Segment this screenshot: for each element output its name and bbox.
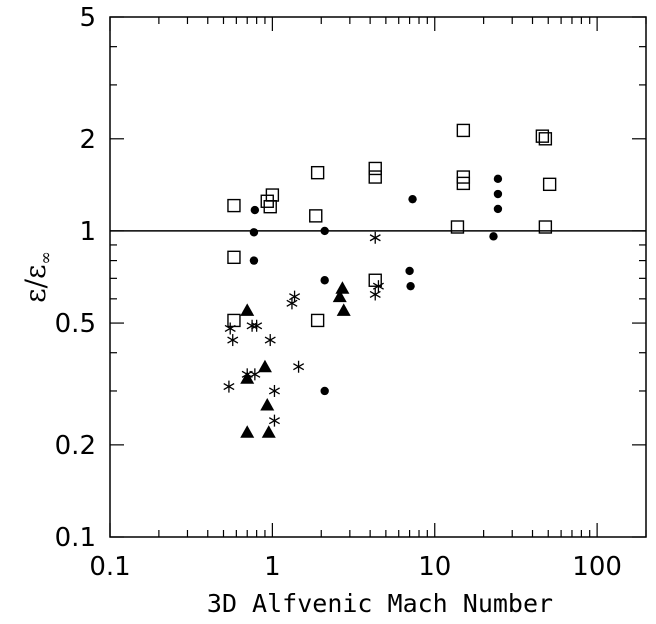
circle-point — [320, 386, 329, 396]
square-point — [368, 170, 382, 184]
asterisk-point — [369, 288, 381, 301]
square-point — [538, 132, 553, 146]
x-tick-label: 0.1 — [89, 552, 130, 582]
asterisk-stroke — [249, 370, 261, 378]
triangle-point — [240, 303, 255, 316]
square-point — [535, 129, 550, 143]
circle-point — [406, 281, 415, 291]
square-point — [456, 123, 471, 138]
asterisk-stroke — [224, 324, 236, 333]
x-tick-labels: 0.1 1 10 100 — [89, 552, 622, 582]
asterisk-stroke — [286, 299, 298, 307]
square-point — [227, 250, 241, 265]
triangle-point — [260, 397, 275, 411]
y-axis-label: ε/ε∞ — [19, 251, 55, 303]
x-tick-label: 10 — [418, 552, 451, 582]
triangle-point — [335, 281, 350, 294]
asterisk-stroke — [251, 322, 263, 330]
y-label-denom: ε — [19, 264, 52, 279]
asterisk-point — [286, 297, 298, 310]
asterisk-point — [289, 290, 301, 303]
asterisk-stroke — [369, 290, 381, 299]
circle-point — [249, 228, 259, 237]
asterisk-point — [372, 280, 384, 293]
data-points — [223, 123, 557, 438]
square-point — [368, 161, 382, 176]
square-point — [309, 209, 323, 223]
y-tick-label: 1 — [79, 217, 96, 247]
square-point — [542, 177, 557, 192]
triangle-point — [336, 303, 351, 316]
asterisk-stroke — [223, 383, 235, 391]
y-tick-label: 0.2 — [55, 431, 96, 461]
circle-point — [250, 205, 260, 215]
asterisk-point — [251, 319, 263, 332]
asterisk-point — [268, 414, 280, 427]
asterisk-stroke — [264, 336, 276, 344]
asterisk-point — [293, 360, 305, 373]
asterisk-point — [369, 231, 381, 244]
square-point — [227, 198, 241, 213]
square-point — [265, 188, 280, 202]
asterisk-stroke — [268, 387, 280, 395]
plot-frame — [109, 16, 647, 538]
asterisk-stroke — [372, 282, 384, 290]
asterisk-point — [264, 334, 276, 347]
x-tick-label: 100 — [572, 552, 622, 582]
circle-point — [320, 276, 329, 285]
square-point — [310, 165, 325, 180]
asterisk-point — [246, 319, 258, 332]
asterisk-point — [268, 384, 280, 397]
axis-ticks — [109, 16, 647, 538]
x-tick-label: 1 — [264, 552, 281, 582]
circle-point — [320, 226, 329, 236]
asterisk-point — [223, 380, 235, 393]
square-point — [368, 273, 382, 287]
asterisk-stroke — [268, 417, 280, 425]
asterisk-stroke — [227, 336, 239, 344]
y-label-sep: / — [19, 278, 52, 288]
y-label-sub: ∞ — [36, 251, 55, 264]
asterisk-point — [249, 368, 261, 381]
circle-point — [489, 232, 498, 241]
circle-point — [493, 204, 503, 214]
square-point — [310, 313, 325, 328]
triangle-point — [261, 425, 276, 438]
triangle-point — [257, 359, 272, 373]
circle-point — [493, 174, 503, 184]
asterisk-stroke — [289, 293, 301, 301]
asterisk-stroke — [246, 322, 258, 330]
square-point — [538, 220, 553, 234]
square-point — [450, 220, 465, 234]
y-tick-label: 2 — [79, 125, 96, 155]
asterisk-point — [227, 334, 239, 347]
svg-text:ε/ε∞: ε/ε∞ — [19, 251, 55, 303]
y-tick-labels: 0.1 0.2 0.5 1 2 5 — [55, 3, 96, 553]
circle-point — [493, 189, 503, 199]
y-label-main: ε — [19, 288, 52, 303]
triangle-point — [240, 371, 255, 384]
y-tick-label: 0.1 — [55, 523, 96, 553]
circle-point — [405, 266, 414, 276]
square-point — [456, 176, 471, 191]
x-axis-label: 3D Alfvenic Mach Number — [207, 589, 553, 618]
asterisk-point — [224, 322, 236, 335]
y-tick-label: 5 — [79, 3, 96, 33]
y-tick-label: 0.5 — [55, 309, 96, 339]
triangle-point — [332, 289, 347, 303]
circle-point — [249, 256, 259, 265]
triangle-point — [240, 425, 255, 438]
asterisk-stroke — [369, 234, 381, 242]
circle-point — [408, 194, 417, 204]
asterisk-stroke — [293, 363, 305, 371]
